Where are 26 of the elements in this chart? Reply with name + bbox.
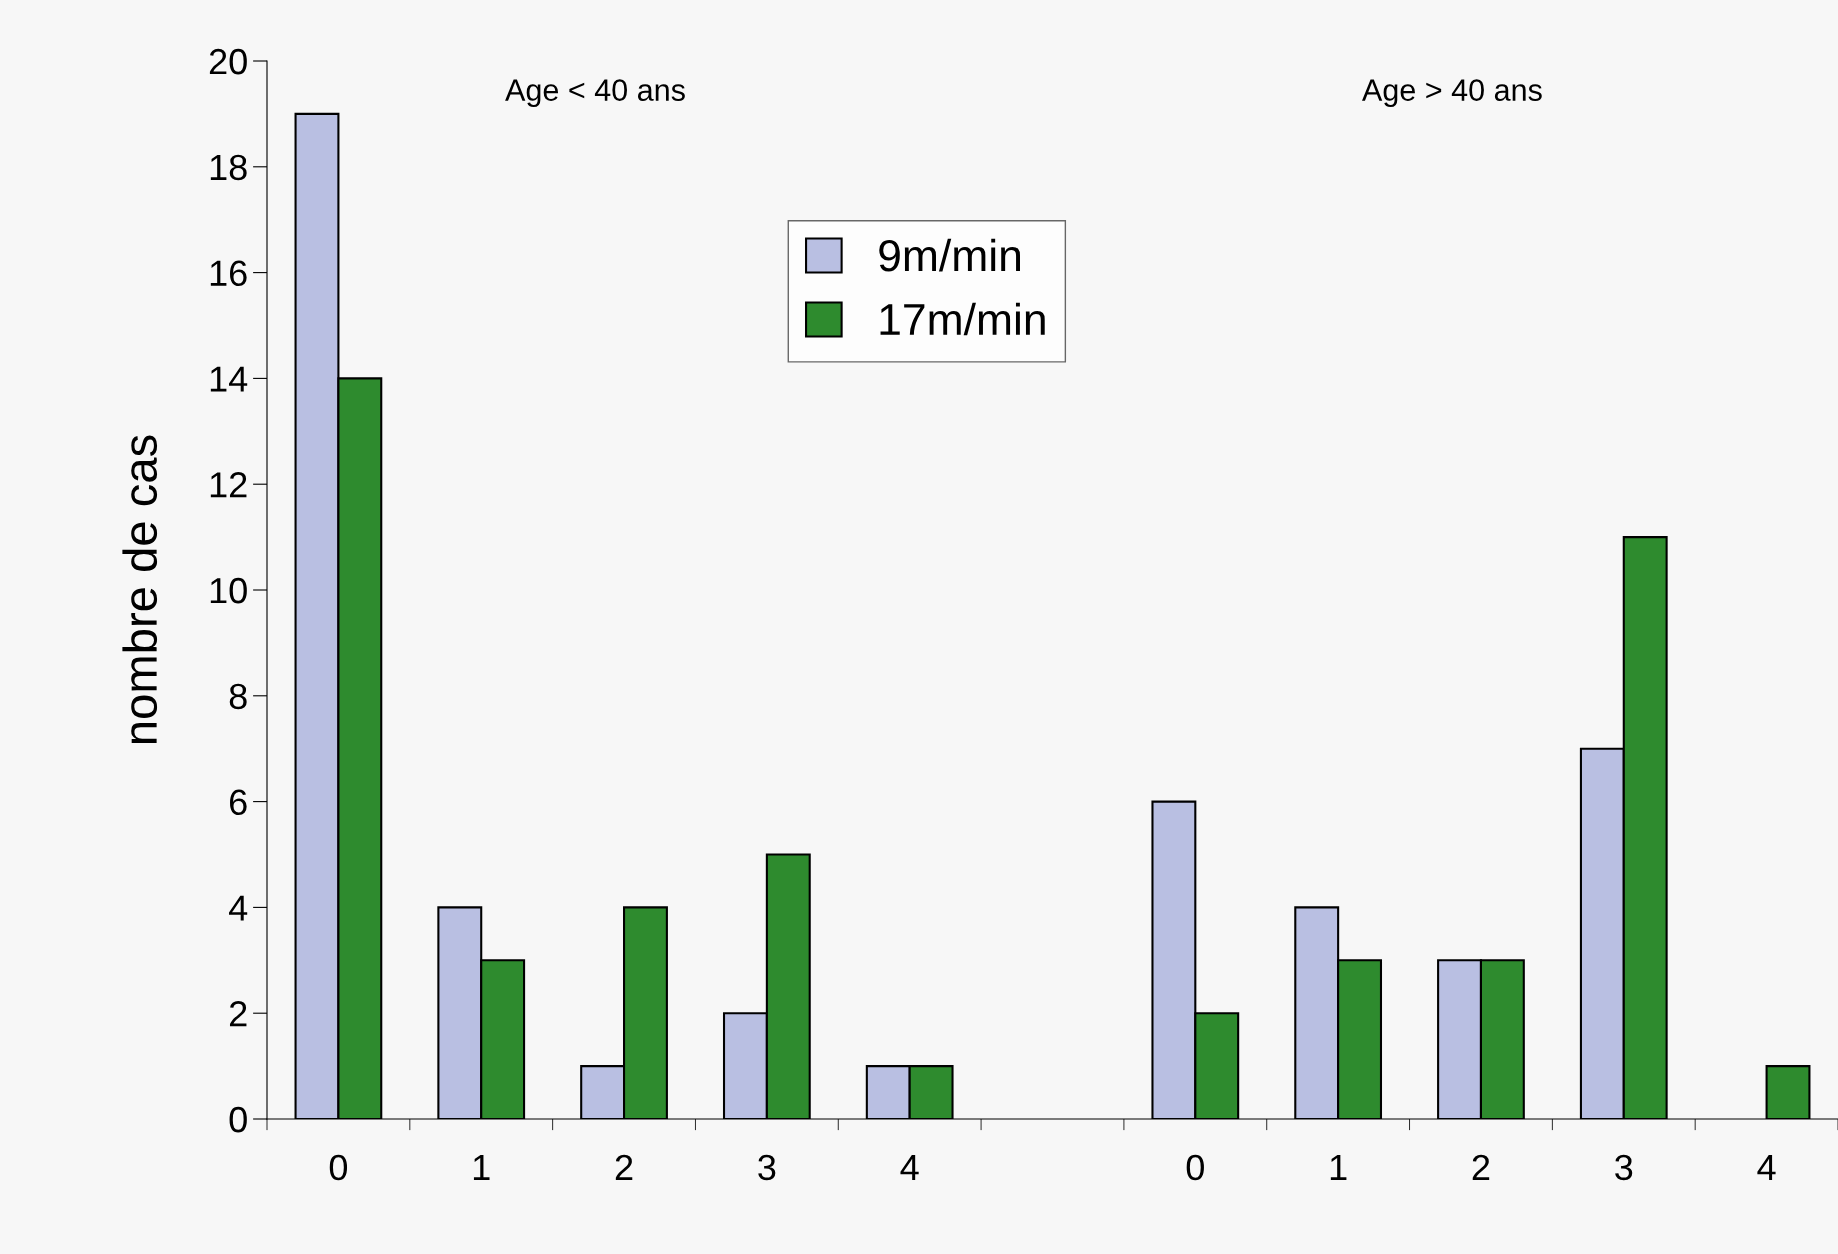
x-tick-label: 1 — [473, 1155, 490, 1180]
legend-label: 9m/min — [879, 238, 1020, 272]
y-tick-label: 0 — [229, 1106, 247, 1133]
y-tick-label: 8 — [229, 683, 247, 710]
y-tick-label: 18 — [210, 154, 247, 181]
legend-label: 17m/min — [880, 302, 1045, 336]
x-tick-label: 2 — [1472, 1154, 1490, 1180]
x-tick-label: 1 — [1330, 1155, 1347, 1180]
x-tick-label: 4 — [900, 1155, 919, 1180]
y-axis-title: nombre de cas — [122, 435, 158, 744]
x-tick-label: 4 — [1757, 1155, 1776, 1180]
annotation: Age < 40 ans — [505, 79, 685, 107]
y-tick-label: 16 — [210, 260, 247, 287]
x-tick-label: 3 — [1615, 1154, 1633, 1181]
y-tick-label: 6 — [230, 789, 247, 816]
x-tick-label: 3 — [758, 1154, 776, 1181]
x-tick-label: 0 — [329, 1154, 348, 1181]
x-tick-label: 2 — [615, 1154, 633, 1180]
y-tick-label: 20 — [209, 48, 247, 75]
y-tick-label: 10 — [210, 577, 247, 604]
y-tick-label: 2 — [229, 1001, 247, 1027]
x-tick-label: 0 — [1186, 1154, 1204, 1181]
y-tick-label: 14 — [210, 366, 248, 392]
y-tick-label: 12 — [210, 472, 247, 498]
y-tick-label: 4 — [229, 895, 248, 921]
annotation: Age > 40 ans — [1361, 79, 1542, 107]
